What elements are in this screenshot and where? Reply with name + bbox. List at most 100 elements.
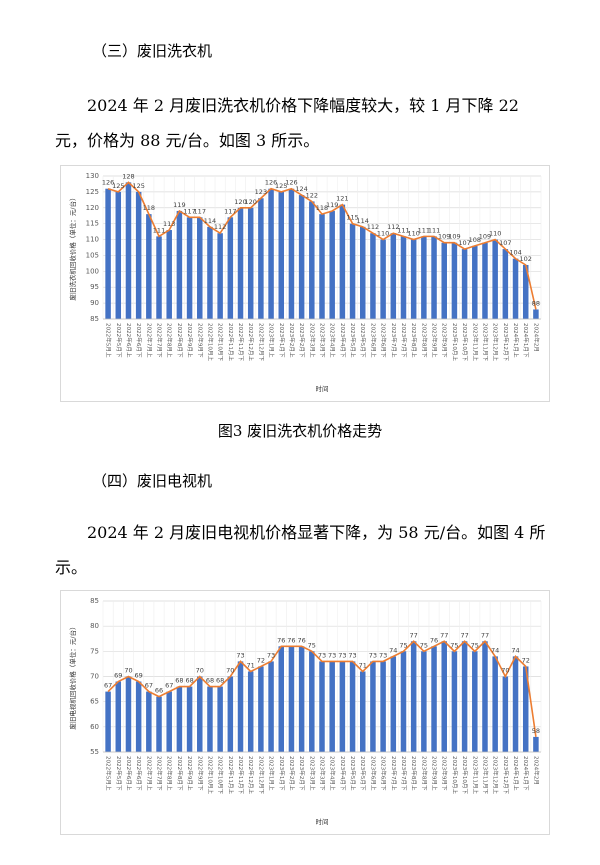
y-tick-label: 125 — [86, 188, 99, 196]
bar — [268, 188, 274, 319]
x-tick-label: 2023年10月上 — [451, 756, 459, 795]
data-label: 111 — [153, 226, 165, 234]
data-label: 77 — [481, 631, 489, 639]
y-tick-label: 80 — [90, 622, 99, 630]
data-label: 118 — [143, 204, 155, 212]
bar — [441, 641, 447, 752]
data-label: 109 — [479, 233, 491, 241]
x-tick-label: 2022年5月上 — [105, 323, 113, 358]
x-tick-label: 2023年5月下 — [359, 756, 367, 791]
x-tick-label: 2023年5月上 — [349, 323, 357, 358]
bar — [237, 661, 244, 752]
data-label: 111 — [418, 226, 430, 234]
data-label: 109 — [448, 233, 460, 241]
data-label: 125 — [275, 182, 287, 190]
bar — [349, 223, 356, 319]
data-label: 67 — [104, 682, 112, 690]
x-tick-label: 2023年10月下 — [461, 756, 469, 795]
data-label: 70 — [196, 667, 204, 675]
x-tick-label: 2023年2月上 — [288, 323, 296, 358]
data-label: 113 — [163, 220, 175, 228]
x-tick-label: 2022年7月下 — [156, 756, 164, 791]
bar — [115, 681, 122, 752]
x-tick-label: 2023年9月上 — [431, 756, 439, 791]
caption: 图3 废旧洗衣机价格走势 — [217, 422, 383, 440]
data-label: 111 — [428, 226, 440, 234]
x-tick-label: 2023年9月下 — [441, 323, 449, 358]
data-label: 111 — [397, 226, 409, 234]
x-tick-label: 2022年9月下 — [196, 323, 204, 358]
bar — [288, 646, 295, 752]
bar — [278, 191, 285, 319]
y-tick-label: 115 — [86, 220, 99, 228]
x-tick-label: 2022年6月上 — [125, 323, 133, 358]
x-tick-label: 2023年1月上 — [268, 323, 276, 358]
x-axis-label: 时间 — [316, 384, 329, 393]
data-label: 68 — [185, 677, 193, 685]
data-label: 110 — [407, 230, 419, 238]
data-label: 120 — [244, 198, 256, 206]
bar — [105, 691, 111, 752]
data-label: 119 — [326, 201, 338, 209]
x-tick-label: 2023年7月上 — [390, 756, 398, 791]
bar — [482, 242, 488, 319]
x-tick-label: 2023年2月上 — [288, 756, 296, 791]
data-label: 69 — [114, 672, 122, 680]
x-tick-label: 2023年4月上 — [329, 756, 337, 791]
x-tick-label: 2022年5月上 — [105, 756, 113, 791]
data-label: 69 — [135, 672, 143, 680]
x-tick-label: 2022年10月上 — [206, 756, 214, 795]
data-label: 117 — [224, 207, 236, 215]
x-tick-label: 2023年10月上 — [451, 323, 459, 362]
x-tick-label: 2023年9月上 — [431, 323, 439, 358]
x-tick-label: 2023年2月下 — [298, 756, 306, 791]
y-tick-label: 110 — [86, 236, 99, 244]
paragraph: 2024 年 2 月废旧电视机价格显著下降，为 58 元/台。如图 4 所示。 — [55, 523, 546, 577]
data-label: 67 — [165, 682, 173, 690]
x-tick-label: 2022年12月下 — [257, 323, 265, 362]
bar — [421, 651, 427, 752]
x-tick-label: 2022年8月下 — [176, 756, 184, 791]
x-tick-label: 2022年8月上 — [166, 323, 174, 358]
bar — [258, 666, 264, 752]
bar — [380, 661, 386, 752]
bar — [390, 233, 397, 319]
data-label: 107 — [499, 239, 511, 247]
data-label: 68 — [216, 677, 224, 685]
bar — [309, 651, 315, 752]
bar — [421, 236, 427, 319]
data-label: 72 — [257, 656, 265, 664]
y-tick-label: 130 — [86, 172, 99, 180]
y-tick-label: 85 — [90, 597, 99, 605]
data-label: 74 — [511, 646, 519, 654]
x-tick-label: 2023年4月下 — [339, 323, 347, 358]
x-tick-label: 2022年6月上 — [125, 756, 133, 791]
data-label: 73 — [236, 651, 244, 659]
x-tick-label: 2024年1月上 — [512, 323, 520, 358]
data-label: 123 — [255, 188, 267, 196]
data-label: 70 — [226, 667, 234, 675]
bar — [329, 661, 335, 752]
bar — [533, 736, 539, 752]
x-tick-label: 2022年11月下 — [237, 756, 245, 795]
bar — [176, 210, 183, 319]
paragraph: 2024 年 2 月废旧洗衣机价格下降幅度较大，较 1 月下降 22 元，价格为… — [55, 96, 519, 150]
bar — [359, 226, 366, 319]
x-tick-label: 2023年9月下 — [441, 756, 449, 791]
x-tick-label: 2023年6月下 — [380, 756, 388, 791]
y-tick-label: 75 — [90, 647, 99, 655]
x-tick-label: 2022年6月下 — [135, 323, 143, 358]
bar — [105, 188, 111, 319]
data-label: 76 — [277, 636, 285, 644]
x-tick-label: 2023年6月下 — [380, 323, 388, 358]
data-label: 110 — [377, 230, 389, 238]
bar — [247, 207, 254, 319]
bar — [146, 691, 152, 752]
bar — [247, 671, 254, 752]
data-label: 74 — [389, 646, 397, 654]
bar — [329, 210, 335, 319]
data-label: 77 — [410, 631, 418, 639]
data-label: 120 — [234, 198, 246, 206]
bar — [359, 671, 366, 752]
